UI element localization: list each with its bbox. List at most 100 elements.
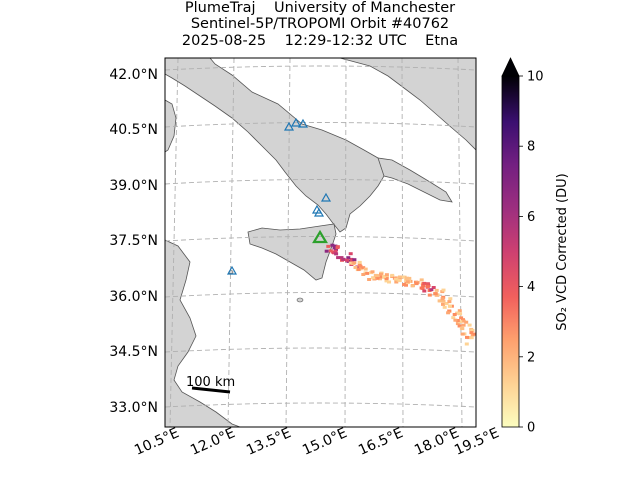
plume-cell	[461, 319, 466, 323]
volcano-marker-ischia	[297, 118, 309, 128]
sardinia-edge	[165, 99, 177, 153]
plume-cell	[458, 320, 463, 324]
sicily-landmass	[247, 223, 337, 281]
plume-cell	[358, 264, 363, 268]
colorbar-ticks: 0 2 4 6 8 10	[519, 70, 544, 436]
etna-volcano-marker	[312, 229, 328, 244]
plume-cell	[464, 342, 469, 346]
plume-cell	[390, 273, 395, 277]
plume-cell	[455, 322, 460, 326]
plume-cell	[467, 323, 472, 327]
plume-cell	[352, 261, 357, 265]
plume-cell	[472, 332, 476, 336]
plume-cell	[356, 267, 361, 271]
plume-cell	[441, 302, 445, 306]
plume-cell	[447, 309, 452, 313]
plume-cell	[451, 316, 456, 320]
map-frame	[164, 57, 477, 428]
plume-cell	[384, 277, 389, 281]
lon-label-19-5: 19.5°E	[452, 425, 501, 459]
plume-cell	[382, 274, 387, 278]
plume-cell	[379, 272, 383, 276]
plume-cell	[425, 282, 430, 286]
plume-cell	[334, 248, 338, 251]
plume-cell	[345, 258, 349, 262]
plume-cell	[455, 319, 460, 322]
lat-label-33: 33.0°N	[109, 400, 158, 416]
plume-cell	[348, 252, 353, 256]
plume-cell	[349, 259, 354, 263]
plume-cell	[326, 244, 331, 248]
plume-cell	[470, 329, 475, 332]
plume-cell	[422, 289, 427, 293]
plume-cell	[457, 309, 462, 313]
plume-cell	[410, 284, 415, 288]
plume-cell	[394, 280, 399, 284]
plume-cell	[414, 282, 419, 286]
plume-cell	[348, 261, 353, 265]
plume-cell	[397, 275, 402, 279]
lat-label-39: 39.0°N	[109, 178, 158, 194]
plume-cell	[455, 311, 460, 315]
plume-cell	[357, 260, 362, 264]
plume-cell	[461, 323, 466, 327]
plume-cell	[447, 300, 452, 304]
plume-cell	[352, 258, 357, 262]
plume-cell	[419, 286, 424, 290]
colorbar	[501, 75, 520, 428]
plume-cell	[448, 297, 453, 301]
plume-cell	[441, 299, 446, 303]
plume-cell	[335, 246, 340, 250]
plume-cell	[427, 293, 432, 297]
plume-cell	[448, 304, 452, 308]
plume-cell	[425, 285, 430, 289]
lat-label-34-5: 34.5°N	[109, 344, 158, 360]
plume-cell	[334, 252, 339, 256]
apulia-heel	[377, 157, 453, 203]
lon-label-18: 18.0°E	[412, 425, 461, 459]
lat-label-37-5: 37.5°N	[109, 233, 158, 249]
volcano-marker-vesuvius	[290, 117, 302, 127]
colorbar-extend-arrow	[501, 57, 520, 77]
plume-cell	[452, 313, 457, 316]
plume-cell	[379, 275, 384, 279]
title-line-3: 2025-08-25 12:29-12:32 UTC Etna	[181, 33, 459, 49]
plume-cell	[387, 280, 391, 284]
plume-cell	[434, 288, 439, 292]
plume-cell	[429, 288, 434, 292]
volcano-markers	[226, 117, 332, 275]
colorbar-tick-label: 6	[527, 210, 535, 225]
plume-cell	[405, 280, 410, 284]
plume-cell	[464, 320, 469, 324]
plume-cell	[431, 286, 436, 289]
plume-cell	[442, 305, 447, 309]
plume-cell	[460, 332, 465, 336]
lon-label-12: 12.0°E	[188, 425, 237, 459]
malta-island	[296, 297, 304, 303]
plume-cell	[346, 256, 351, 260]
italy-landmass	[165, 58, 387, 233]
plume-cell	[397, 279, 402, 283]
colorbar-tick-label: 10	[527, 70, 544, 85]
plume-cell	[446, 311, 451, 315]
plume-cell	[361, 273, 366, 276]
plume-cell	[440, 297, 445, 301]
volcano-marker-stromboli	[320, 192, 332, 202]
plume-cell	[419, 278, 424, 282]
lon-label-16-5: 16.5°E	[356, 425, 405, 459]
plume-cell	[401, 275, 406, 279]
plume-cell	[460, 327, 465, 331]
plume-cell	[330, 243, 335, 247]
plume-cell	[373, 273, 378, 277]
colorbar-tick-label: 4	[527, 280, 535, 295]
plume-cell	[453, 318, 458, 322]
colorbar-tick-label: 0	[527, 421, 535, 436]
tunisia-landmass	[165, 239, 241, 427]
plume-cell	[339, 256, 344, 260]
plume-cell	[384, 279, 389, 283]
volcano-marker-vulcano	[313, 207, 325, 217]
lat-label-40-5: 40.5°N	[109, 122, 158, 138]
title-line-2: Sentinel-5P/TROPOMI Orbit #40762	[190, 16, 450, 32]
plume-cell	[365, 271, 370, 275]
